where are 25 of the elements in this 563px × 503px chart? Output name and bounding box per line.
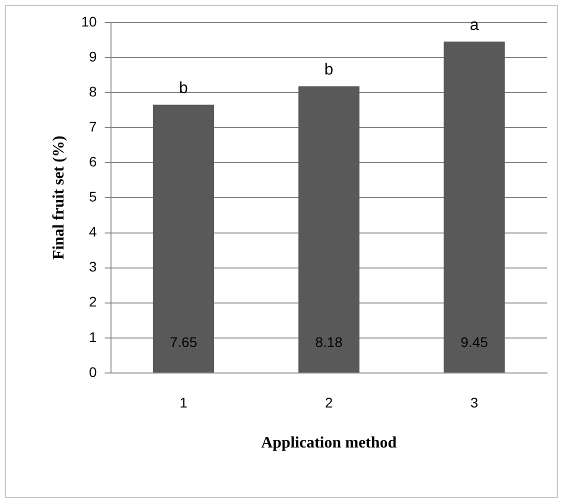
y-tick-label: 2 (88, 294, 97, 310)
y-axis-title: Final fruit set (%) (50, 136, 68, 260)
y-tick-label: 6 (88, 154, 97, 170)
x-tick-label: 2 (324, 394, 333, 410)
x-tick-label: 3 (470, 394, 478, 410)
y-tick-label: 1 (88, 328, 97, 345)
y-tick-label: 10 (81, 13, 97, 30)
y-tick-label: 0 (88, 364, 97, 380)
bar (298, 86, 360, 372)
y-tick-label: 9 (88, 48, 97, 64)
y-tick-label: 7 (88, 118, 97, 134)
y-tick-label: 5 (88, 188, 97, 205)
bar (152, 104, 214, 372)
x-axis-title: Application method (261, 434, 397, 452)
data-label: 9.45 (460, 334, 488, 350)
data-label: 7.65 (170, 334, 198, 350)
annotation: b (324, 62, 334, 79)
y-tick-label: 3 (88, 258, 97, 275)
annotation: a (470, 17, 479, 34)
x-tick-label: 1 (180, 394, 188, 410)
bar (444, 42, 505, 372)
data-label: 8.18 (315, 334, 343, 350)
annotation: b (179, 80, 188, 98)
y-tick-label: 8 (88, 83, 97, 100)
y-tick-label: 4 (88, 224, 97, 240)
